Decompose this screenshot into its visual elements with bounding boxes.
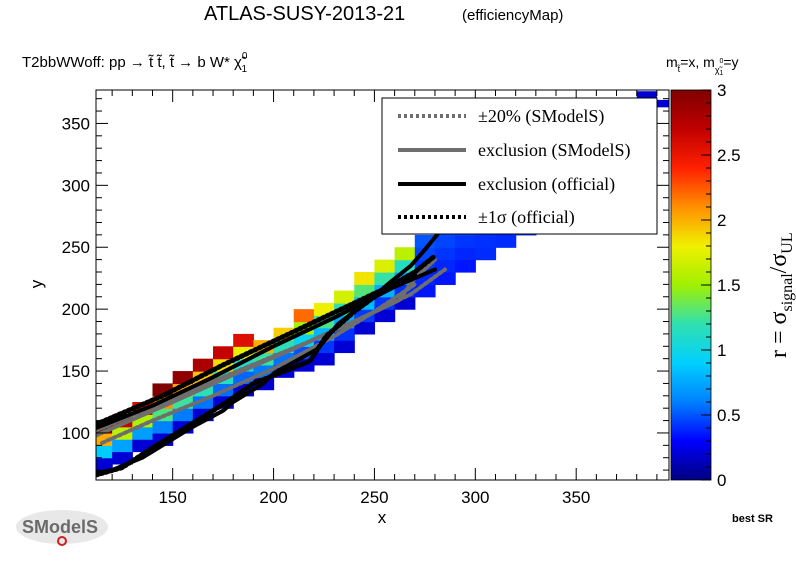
official-sigma-lower <box>96 253 438 478</box>
mass-relation-label: mt̃=x, mχ̃0 1=y <box>666 54 739 77</box>
heatmap-cell <box>96 457 113 471</box>
heatmap-cell <box>112 439 133 453</box>
heatmap-cell <box>233 333 254 347</box>
heatmap-cell <box>334 340 355 354</box>
contour-lines <box>96 230 447 478</box>
x-tick-label: 150 <box>158 488 186 507</box>
official-sigma-upper <box>96 272 418 427</box>
chart-title: ATLAS-SUSY-2013-21 <box>204 3 405 25</box>
heatmap-cell <box>434 234 456 248</box>
heatmap-cell <box>192 358 214 372</box>
y-tick-label: 150 <box>62 362 90 381</box>
logo-backdrop <box>16 510 108 544</box>
colorbar-axis: 0 0.5 1 1.5 2 2.5 3 <box>701 81 741 490</box>
colorbar-tick-label: 0 <box>717 471 726 490</box>
colorbar-title: r = σsignal/σUL <box>766 232 796 358</box>
x-tick-label: 300 <box>461 488 489 507</box>
smodels-exclusion <box>96 257 437 438</box>
colorbar-tick-label: 0.5 <box>717 406 741 425</box>
legend-label: exclusion (SModelS) <box>478 140 631 161</box>
heatmap-cell <box>354 272 376 285</box>
heatmap-cell <box>334 290 355 304</box>
heatmap-cell <box>152 420 174 434</box>
heatmap-cell <box>636 91 657 99</box>
process-label: T2bbWWoff: pp → t̃ t̃, t̃ → b W* χ̃0 1 <box>22 51 248 75</box>
heatmap-cell <box>394 259 416 273</box>
heatmap-cell <box>354 321 376 335</box>
heatmap-cell <box>374 259 396 273</box>
x-axis: 150 200 250 300 350 <box>111 90 658 507</box>
heatmap-cell <box>293 309 315 323</box>
best-sr-label: best SR <box>732 513 773 525</box>
legend-label: ±1σ (official) <box>478 207 575 228</box>
heatmap-cell <box>475 234 497 248</box>
x-tick-label: 200 <box>259 488 287 507</box>
logo-mark <box>57 536 67 546</box>
colorbar-tick-label: 1.5 <box>717 276 741 295</box>
x-tick-label: 350 <box>562 488 590 507</box>
logo-text: SModelS <box>22 517 98 537</box>
colorbar-tick-label: 1 <box>717 341 726 360</box>
chart-subtitle: (efficiencyMap) <box>462 7 563 24</box>
plot-frame <box>95 89 670 481</box>
y-tick-label: 100 <box>62 424 90 443</box>
smodels-logo: SModelS <box>16 510 108 546</box>
y-tick-label: 300 <box>62 176 90 195</box>
heatmap-cell <box>132 426 154 440</box>
heatmap-cell <box>434 247 456 261</box>
legend: ±20% (SModelS) exclusion (SModelS) exclu… <box>381 97 658 235</box>
colorbar-tick-label: 2 <box>717 211 726 230</box>
heatmap-cell <box>656 99 669 108</box>
legend-label: exclusion (official) <box>478 174 615 195</box>
official-exclusion-upper <box>96 267 437 430</box>
y-axis-title: y <box>27 279 46 288</box>
x-tick-label: 250 <box>360 488 388 507</box>
heatmap-cell <box>96 445 113 459</box>
heatmap-cell <box>455 234 476 248</box>
heatmap-cell <box>334 327 355 341</box>
y-tick-label: 200 <box>62 300 90 319</box>
y-tick-label: 250 <box>62 238 90 257</box>
heatmap-cell <box>394 247 416 261</box>
heatmap-cell <box>495 234 517 248</box>
y-axis: 100 150 200 250 300 350 <box>62 98 669 471</box>
y-tick-label: 350 <box>62 114 90 133</box>
heatmap-cell <box>455 247 476 261</box>
heatmap-cell <box>455 259 476 273</box>
heatmap-cell <box>213 346 234 360</box>
colorbar-tick-label: 2.5 <box>717 146 741 165</box>
heatmap-cell <box>434 259 456 273</box>
heatmap-cell <box>475 247 497 261</box>
legend-label: ±20% (SModelS) <box>478 106 604 127</box>
x-axis-title: x <box>378 508 387 527</box>
colorbar-tick-label: 3 <box>717 81 726 100</box>
heatmap-cell <box>374 309 396 323</box>
heatmap-cell <box>313 352 335 366</box>
legend-box <box>381 97 658 235</box>
